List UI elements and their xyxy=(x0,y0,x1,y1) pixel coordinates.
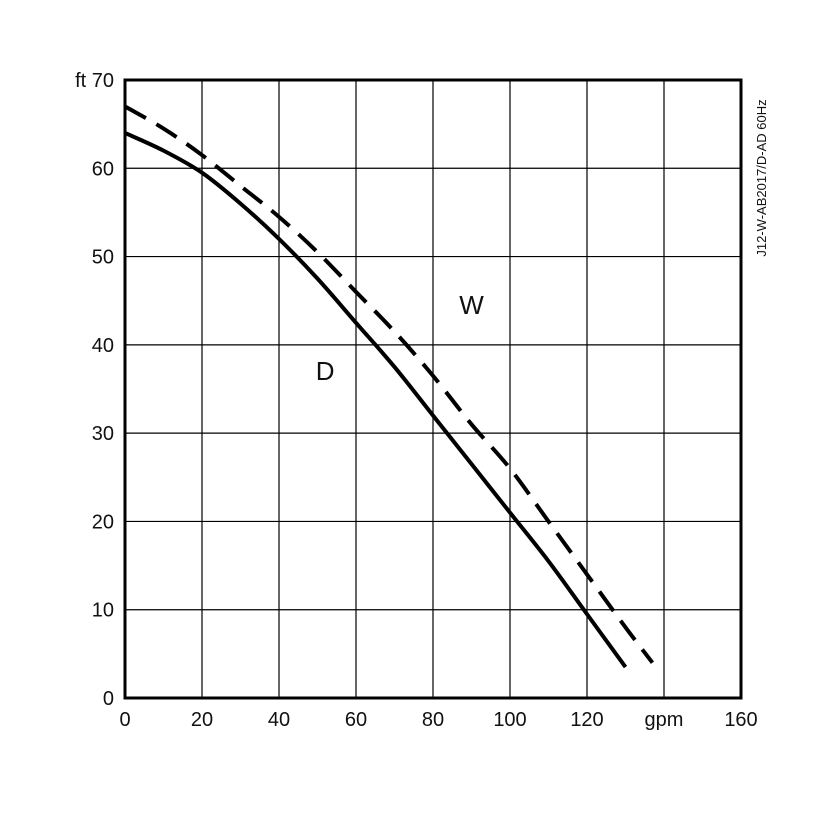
y-tick-label: 0 xyxy=(103,688,114,710)
x-tick-label: 120 xyxy=(570,709,603,731)
x-tick-label: 40 xyxy=(268,709,290,731)
x-tick-label: 60 xyxy=(345,709,367,731)
grid xyxy=(125,80,741,698)
series-line-w xyxy=(124,104,655,664)
y-tick-label: 50 xyxy=(92,247,114,269)
x-tick-label: 20 xyxy=(191,709,213,731)
side-code-text: J12-W-AB2017/D-AD 60Hz xyxy=(754,99,769,256)
x-tick-label: 100 xyxy=(493,709,526,731)
curve-label-w: W xyxy=(459,290,484,320)
y-tick-label: 40 xyxy=(92,335,114,357)
x-tick-labels: 0 20 40 60 80 100 120 160 xyxy=(119,709,757,731)
curve-labels: DW xyxy=(316,290,484,386)
y-tick-label: 20 xyxy=(92,511,114,533)
series-line-d xyxy=(124,131,628,669)
y-tick-label: 10 xyxy=(92,600,114,622)
plot-frame xyxy=(123,78,743,700)
y-tick-label: ft 70 xyxy=(75,70,114,92)
x-tick-label: 0 xyxy=(119,709,130,731)
curve-label-d: D xyxy=(316,356,335,386)
x-tick-label: 80 xyxy=(422,709,444,731)
y-tick-labels: 0 10 20 30 40 50 60 ft 70 xyxy=(75,70,114,710)
curves xyxy=(124,104,655,669)
x-unit-label: gpm xyxy=(645,709,684,731)
x-tick-label: 160 xyxy=(724,709,757,731)
y-tick-label: 30 xyxy=(92,423,114,445)
y-tick-label: 60 xyxy=(92,158,114,180)
